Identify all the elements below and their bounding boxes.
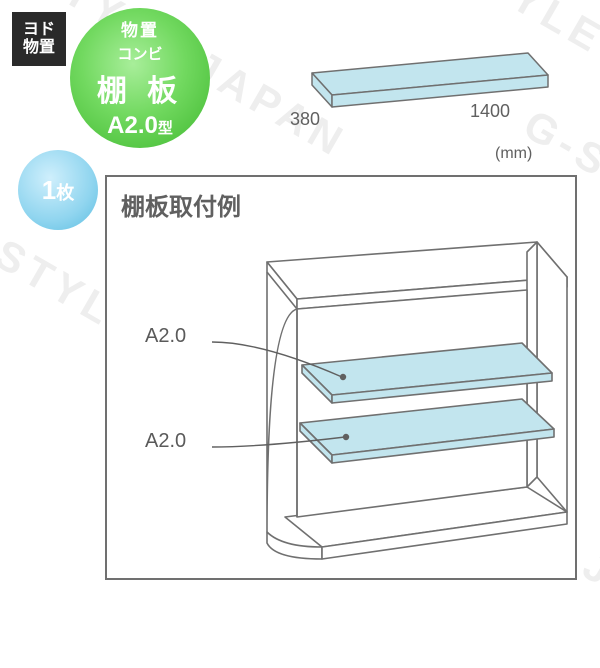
brand-line2: 物置 <box>23 39 55 57</box>
cabinet-diagram <box>107 177 579 582</box>
depth-label: 380 <box>290 109 320 129</box>
installation-example: 棚板取付例 <box>105 175 577 580</box>
quantity-value: 1枚 <box>42 175 74 206</box>
shelf-label-bottom: A2.0 <box>145 430 186 453</box>
unit-label: (mm) <box>495 145 532 163</box>
width-label: 1400 <box>470 101 510 121</box>
quantity-badge: 1枚 <box>18 150 98 230</box>
badge-product: 棚 板 <box>97 66 183 110</box>
badge-model: A2.0型 <box>107 112 173 140</box>
badge-category: 物置 <box>121 16 159 41</box>
product-badge: 物置 コンビ 棚 板 A2.0型 <box>70 8 210 148</box>
badge-series: コンビ <box>117 43 162 64</box>
brand-logo: ヨド 物置 <box>12 12 66 66</box>
shelf-label-top: A2.0 <box>145 325 186 348</box>
brand-line1: ヨド <box>23 21 55 39</box>
dimension-diagram: 380 1400 <box>250 25 560 155</box>
